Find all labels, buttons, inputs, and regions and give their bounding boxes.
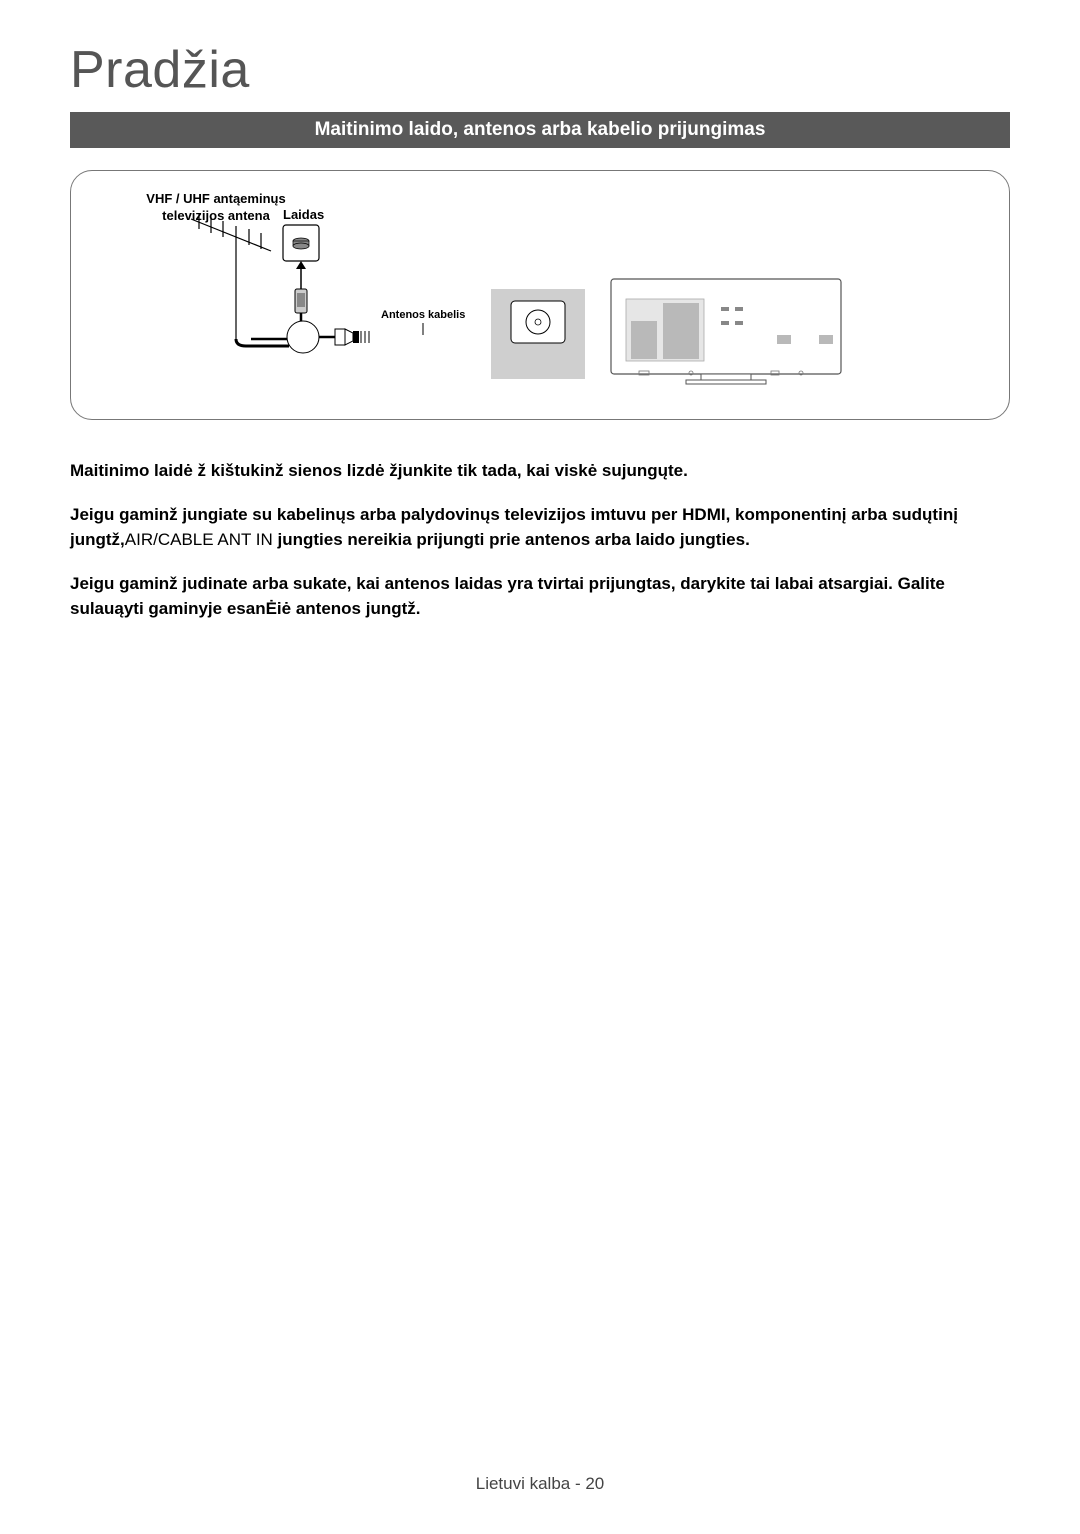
paragraph-3: Jeigu gaminž judinate arba sukate, kai a… [70,571,1010,622]
page-title: Pradžia [70,40,1010,100]
paragraph-1: Maitinimo laidė ž kištukinž sienos lizdė… [70,458,1010,484]
page-footer: Lietuvi kalba - 20 [0,1474,1080,1494]
p2-ant-in: AIR/CABLE ANT IN [125,530,273,549]
paragraph-2: Jeigu gaminž jungiate su kabelinųs arba … [70,502,1010,553]
body-text: Maitinimo laidė ž kištukinž sienos lizdė… [70,458,1010,622]
p2-part-c: jungties nereikia prijungti prie antenos… [273,530,750,549]
diagram-svg [71,171,1009,420]
section-header-bar: Maitinimo laido, antenos arba kabelio pr… [70,112,1010,148]
connection-diagram: VHF / UHF antąeminųs televizijos antena … [70,170,1010,420]
